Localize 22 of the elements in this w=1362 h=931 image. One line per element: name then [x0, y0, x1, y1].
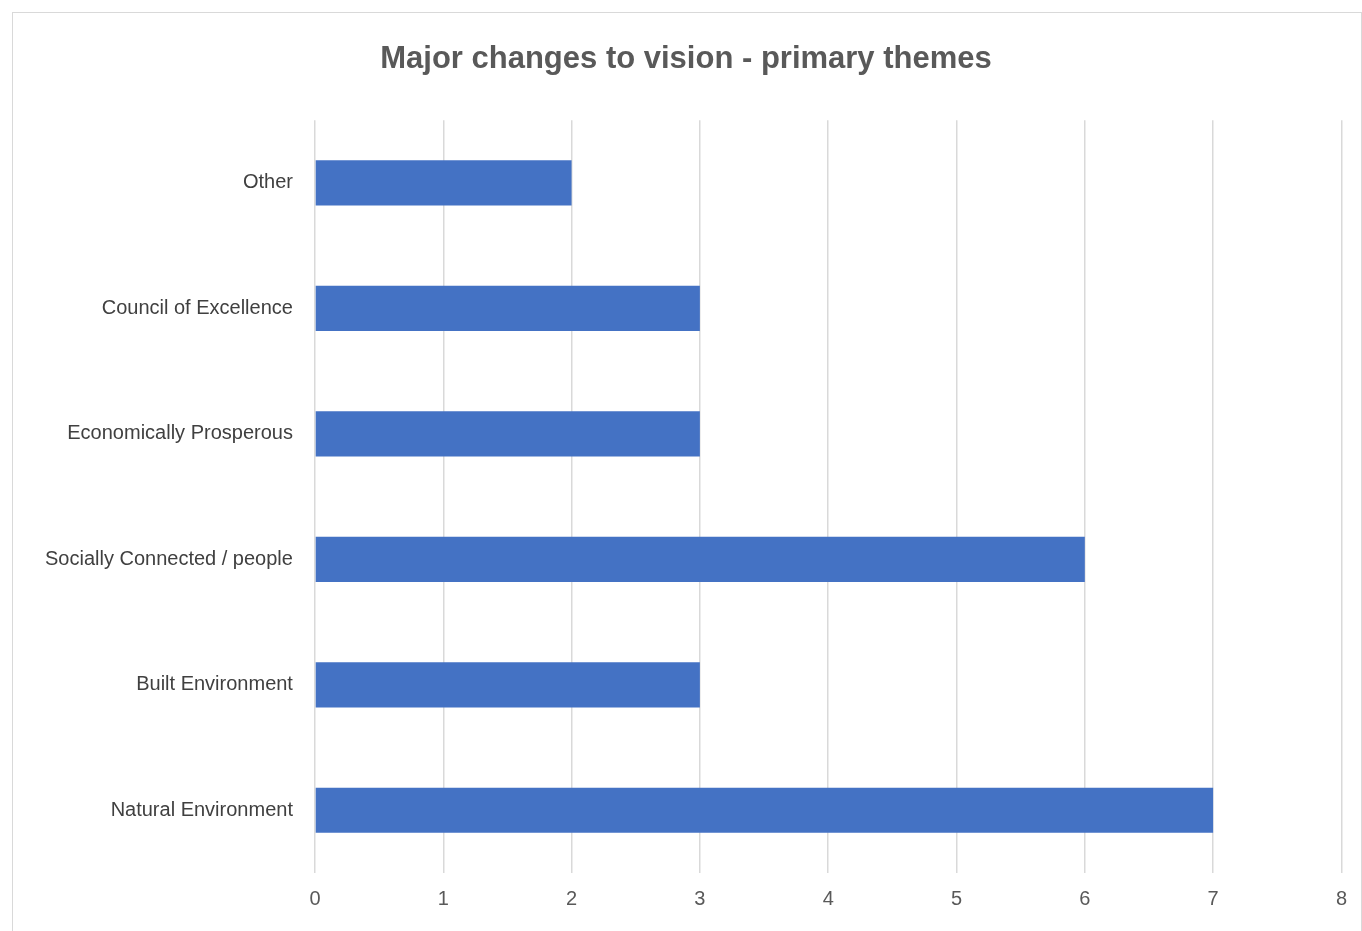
x-tick-label: 1 — [437, 886, 449, 909]
bar — [315, 787, 1214, 833]
x-tick-label: 2 — [566, 886, 578, 909]
y-tick-label: Council of Excellence — [101, 295, 293, 318]
bar — [315, 160, 572, 206]
bar — [315, 536, 1085, 582]
y-tick-label: Socially Connected / people — [44, 546, 293, 569]
bar — [315, 285, 700, 331]
chart-title: Major changes to vision - primary themes — [380, 40, 992, 76]
y-tick-label: Other — [242, 170, 294, 193]
x-tick-label: 3 — [694, 886, 706, 909]
y-tick-label: Economically Prosperous — [67, 421, 293, 444]
x-tick-label: 0 — [309, 886, 321, 909]
x-tick-label: 6 — [1079, 886, 1091, 909]
y-tick-label: Built Environment — [136, 672, 294, 695]
bar — [315, 411, 700, 457]
bar — [315, 662, 700, 708]
x-tick-label: 5 — [950, 886, 963, 909]
x-tick-label: 8 — [1335, 886, 1347, 909]
x-tick-label: 4 — [822, 886, 834, 909]
x-tick-label: 7 — [1207, 886, 1219, 909]
y-tick-label: Natural Environment — [110, 797, 294, 820]
